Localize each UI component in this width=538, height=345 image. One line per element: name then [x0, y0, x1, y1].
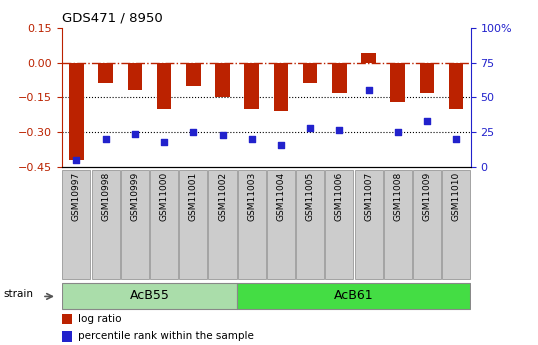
FancyBboxPatch shape	[384, 170, 412, 279]
FancyBboxPatch shape	[355, 170, 383, 279]
FancyBboxPatch shape	[325, 170, 353, 279]
Text: GSM10997: GSM10997	[72, 172, 81, 221]
Bar	[361, 53, 376, 62]
Text: GSM11005: GSM11005	[306, 172, 315, 221]
Bar	[215, 62, 230, 97]
Point	[247, 137, 256, 142]
Point	[218, 132, 227, 138]
Text: GSM11002: GSM11002	[218, 172, 227, 221]
Text: GSM10998: GSM10998	[101, 172, 110, 221]
FancyBboxPatch shape	[413, 170, 441, 279]
Bar	[128, 62, 142, 90]
Bar	[391, 62, 405, 102]
Bar	[157, 62, 172, 109]
Text: GSM11006: GSM11006	[335, 172, 344, 221]
Text: GSM11004: GSM11004	[277, 172, 286, 221]
Point	[335, 127, 344, 132]
Bar	[332, 62, 346, 93]
Point	[72, 158, 81, 163]
FancyBboxPatch shape	[209, 170, 237, 279]
Point	[393, 130, 402, 135]
FancyBboxPatch shape	[267, 170, 295, 279]
FancyBboxPatch shape	[91, 170, 119, 279]
Text: log ratio: log ratio	[78, 314, 122, 324]
Text: GSM11009: GSM11009	[422, 172, 431, 221]
Bar	[69, 62, 84, 160]
Text: GSM11008: GSM11008	[393, 172, 402, 221]
Bar	[98, 62, 113, 83]
Text: GSM11007: GSM11007	[364, 172, 373, 221]
FancyBboxPatch shape	[238, 170, 266, 279]
Text: GSM11010: GSM11010	[451, 172, 461, 221]
Point	[306, 126, 314, 131]
FancyBboxPatch shape	[179, 170, 207, 279]
Text: GSM11003: GSM11003	[247, 172, 256, 221]
Text: strain: strain	[3, 289, 33, 299]
FancyBboxPatch shape	[121, 170, 149, 279]
Bar	[244, 62, 259, 109]
Point	[101, 137, 110, 142]
Point	[131, 131, 139, 137]
FancyBboxPatch shape	[296, 170, 324, 279]
Text: AcB61: AcB61	[334, 289, 374, 302]
Bar	[62, 331, 72, 342]
Bar	[274, 62, 288, 111]
FancyBboxPatch shape	[150, 170, 178, 279]
Text: GSM11001: GSM11001	[189, 172, 198, 221]
FancyBboxPatch shape	[442, 170, 470, 279]
Bar	[420, 62, 434, 93]
Text: percentile rank within the sample: percentile rank within the sample	[78, 332, 254, 341]
Point	[423, 118, 431, 124]
Point	[189, 130, 197, 135]
FancyBboxPatch shape	[62, 283, 237, 309]
FancyBboxPatch shape	[62, 170, 90, 279]
Bar	[449, 62, 463, 109]
Text: AcB55: AcB55	[130, 289, 169, 302]
Point	[277, 142, 285, 148]
Point	[364, 88, 373, 93]
Bar	[303, 62, 317, 83]
FancyBboxPatch shape	[237, 283, 470, 309]
Point	[452, 137, 461, 142]
Bar	[186, 62, 201, 86]
Point	[160, 139, 168, 145]
Text: GSM11000: GSM11000	[160, 172, 168, 221]
Text: GDS471 / 8950: GDS471 / 8950	[62, 11, 162, 24]
Bar	[62, 314, 72, 324]
Text: GSM10999: GSM10999	[130, 172, 139, 221]
